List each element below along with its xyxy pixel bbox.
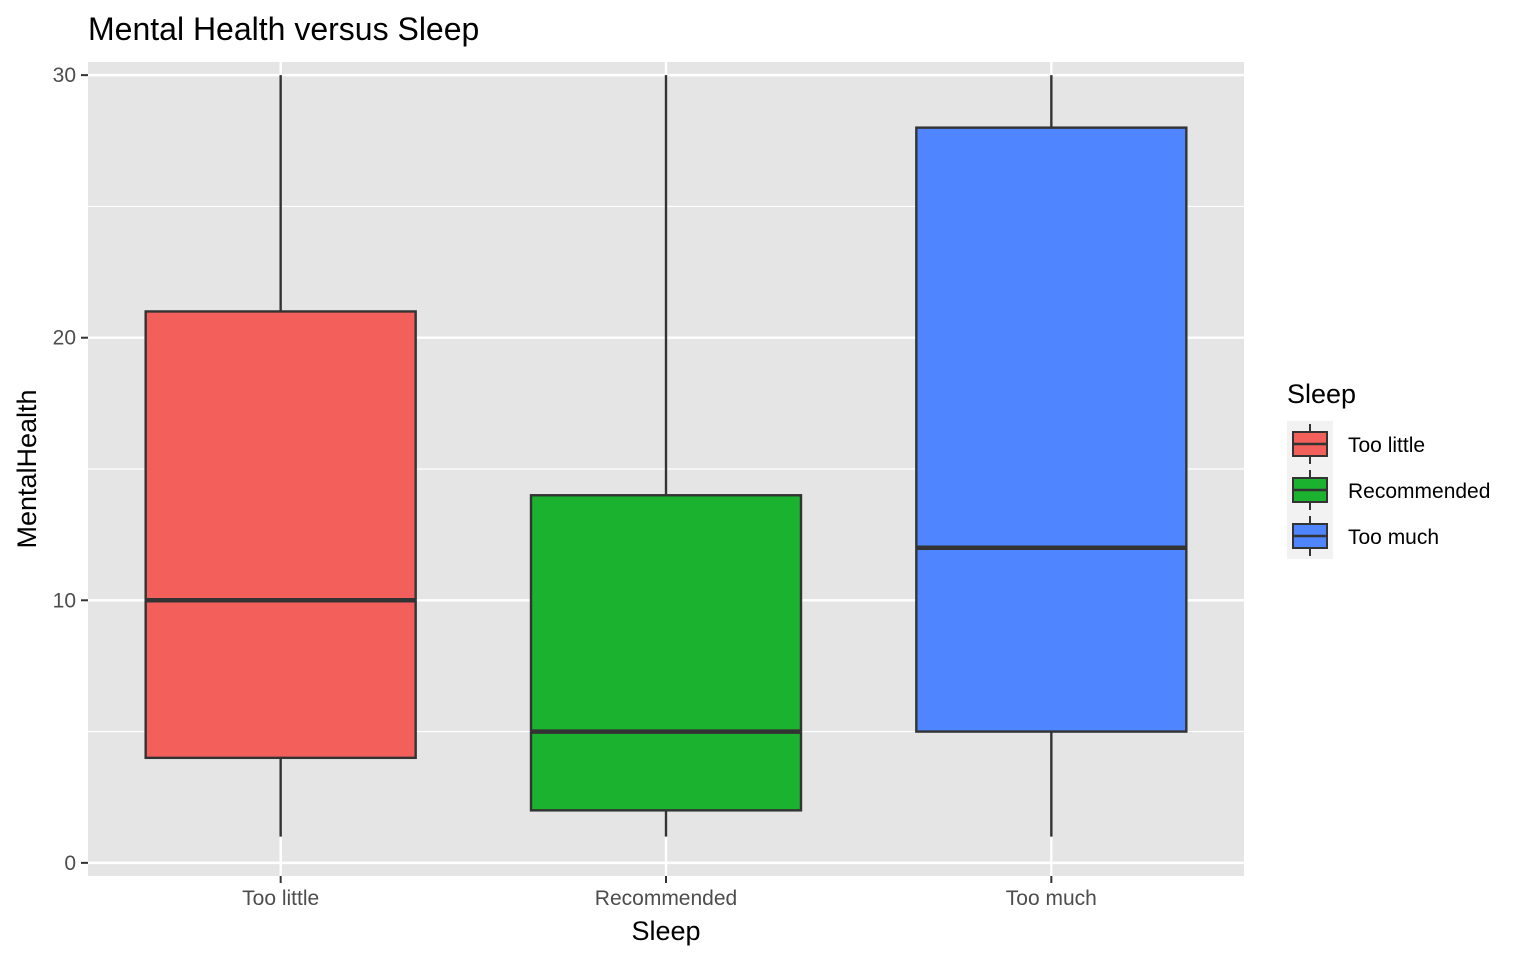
legend-item-too-little: Too little <box>1287 421 1425 467</box>
legend-item-too-much: Too much <box>1287 513 1439 559</box>
legend-label: Too much <box>1348 526 1439 549</box>
legend-label: Recommended <box>1348 480 1490 503</box>
legend-title: Sleep <box>1287 379 1356 409</box>
iqr-box <box>529 494 803 812</box>
x-axis-title: Sleep <box>631 916 700 946</box>
box-group <box>144 75 1188 837</box>
iqr-box <box>915 126 1188 733</box>
box-too-much <box>915 75 1188 837</box>
legend-item-recommended: Recommended <box>1287 467 1490 513</box>
y-tick-label: 20 <box>53 327 76 350</box>
iqr-box <box>144 310 417 760</box>
y-tick-label: 0 <box>64 852 76 875</box>
y-axis: 0 10 20 30 <box>53 64 88 875</box>
y-tick-label: 10 <box>53 589 76 612</box>
x-tick-label: Too little <box>242 887 319 910</box>
box-recommended <box>529 75 803 837</box>
x-tick-label: Recommended <box>595 887 737 910</box>
x-tick-label: Too much <box>1006 887 1097 910</box>
legend: Sleep Too little Recommended Too much <box>1287 379 1490 559</box>
chart-title: Mental Health versus Sleep <box>88 11 479 47</box>
y-tick-label: 30 <box>53 64 76 87</box>
x-axis: Too little Recommended Too much <box>242 876 1097 910</box>
legend-label: Too little <box>1348 434 1425 457</box>
y-axis-title: MentalHealth <box>12 389 42 548</box>
box-too-little <box>144 75 417 837</box>
